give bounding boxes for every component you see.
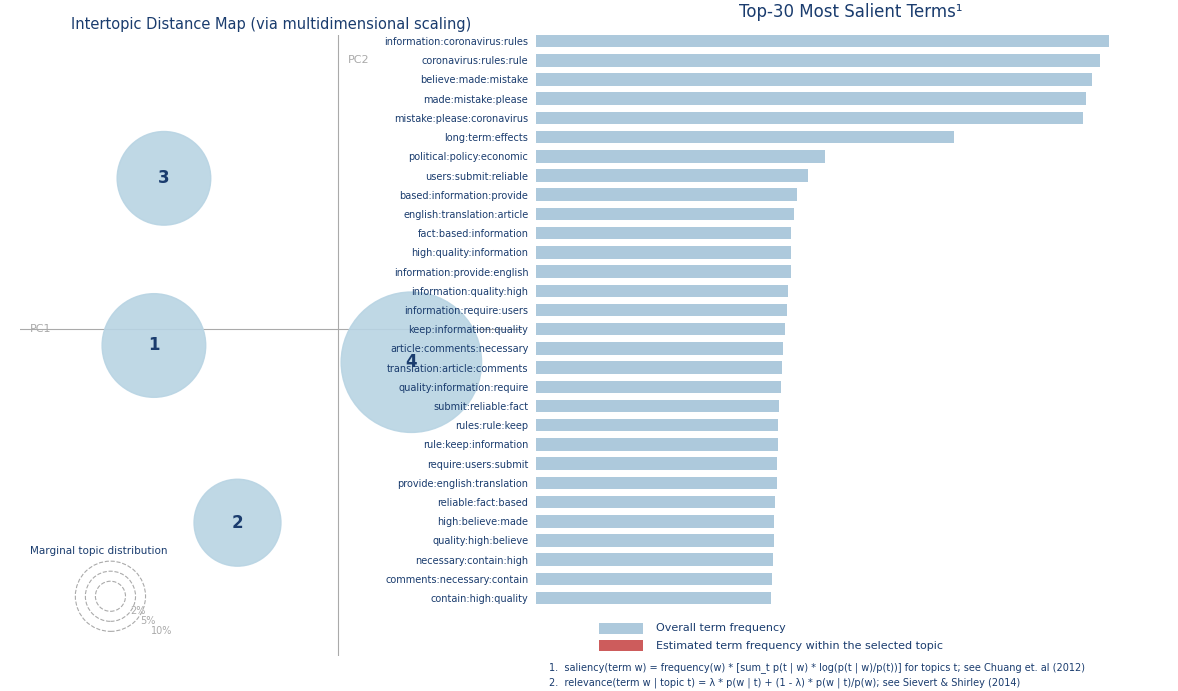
- Text: Overall term frequency: Overall term frequency: [656, 623, 786, 633]
- Title: Intertopic Distance Map (via multidimensional scaling): Intertopic Distance Map (via multidimens…: [71, 17, 471, 32]
- Bar: [536, 477, 776, 489]
- Bar: [536, 169, 808, 182]
- Bar: [536, 496, 775, 509]
- Bar: [536, 246, 790, 258]
- Bar: [536, 208, 794, 220]
- Bar: [536, 342, 783, 354]
- Bar: [536, 381, 781, 393]
- Bar: [536, 73, 1092, 86]
- Bar: [536, 54, 1100, 66]
- Bar: [536, 573, 772, 585]
- Bar: [536, 35, 1108, 47]
- Bar: [536, 112, 1083, 124]
- Circle shape: [194, 480, 282, 566]
- Circle shape: [102, 294, 206, 397]
- Text: 4: 4: [405, 353, 417, 371]
- Bar: [536, 553, 773, 566]
- Bar: [536, 457, 776, 470]
- Text: 1.  saliency(term w) = frequency(w) * [sum_t p(t | w) * log(p(t | w)/p(t))] for : 1. saliency(term w) = frequency(w) * [su…: [549, 662, 1085, 672]
- Text: PC2: PC2: [348, 55, 370, 65]
- Text: 10%: 10%: [151, 626, 172, 636]
- Bar: [536, 534, 774, 547]
- Bar: [536, 265, 790, 278]
- Text: 2%: 2%: [131, 606, 146, 616]
- FancyBboxPatch shape: [600, 623, 643, 634]
- Text: 2.  relevance(term w | topic t) = λ * p(w | t) + (1 - λ) * p(w | t)/p(w); see Si: 2. relevance(term w | topic t) = λ * p(w…: [549, 678, 1020, 688]
- Bar: [536, 438, 777, 451]
- Text: 5%: 5%: [140, 616, 155, 626]
- Bar: [536, 515, 774, 527]
- Bar: [536, 361, 782, 374]
- Text: Marginal topic distribution: Marginal topic distribution: [31, 546, 167, 556]
- Bar: [536, 592, 770, 605]
- Bar: [536, 419, 779, 431]
- Bar: [536, 400, 780, 413]
- Text: PC1: PC1: [31, 324, 52, 334]
- Bar: [536, 323, 786, 335]
- Bar: [536, 304, 787, 316]
- Bar: [536, 227, 790, 239]
- Bar: [536, 189, 796, 201]
- Bar: [536, 93, 1086, 105]
- Text: 2: 2: [232, 513, 244, 531]
- Text: Estimated term frequency within the selected topic: Estimated term frequency within the sele…: [656, 641, 942, 651]
- Text: 3: 3: [158, 169, 170, 187]
- Bar: [536, 285, 788, 297]
- Text: 1: 1: [148, 337, 160, 354]
- Circle shape: [342, 292, 482, 433]
- Title: Top-30 Most Salient Terms¹: Top-30 Most Salient Terms¹: [740, 3, 962, 21]
- Bar: [536, 131, 954, 143]
- Circle shape: [117, 131, 211, 225]
- FancyBboxPatch shape: [600, 640, 643, 651]
- Bar: [536, 150, 826, 162]
